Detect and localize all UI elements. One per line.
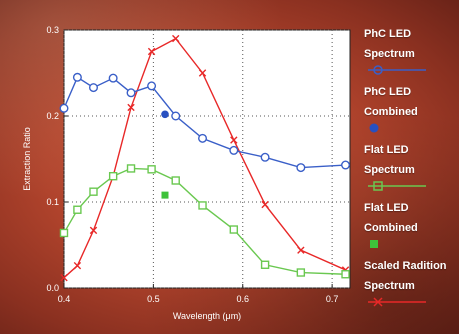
- series-layer: [59, 34, 351, 282]
- filled-circle-swatch: [369, 123, 379, 133]
- open-circle-line-swatch: [368, 65, 426, 75]
- x-axis-label: Wavelength (μm): [173, 311, 241, 321]
- legend-label: Spectrum: [364, 280, 415, 292]
- y-tick-label: 0.1: [46, 197, 59, 207]
- data-point: [89, 187, 98, 196]
- series-line: [63, 37, 346, 279]
- data-point: [230, 136, 238, 144]
- y-axis-label: Extraction Ratio: [22, 127, 32, 191]
- data-point: [147, 165, 156, 174]
- data-point: [60, 273, 68, 282]
- data-point: [161, 191, 169, 199]
- x-tick-label: 0.5: [147, 294, 160, 304]
- data-point: [126, 88, 136, 98]
- legend-label: Flat LED: [364, 144, 409, 156]
- plot-area: [63, 29, 351, 289]
- series-2: [59, 164, 350, 279]
- y-tick-label: 0.2: [46, 111, 59, 121]
- x-tick-label: 0.6: [236, 294, 249, 304]
- data-point: [127, 103, 135, 112]
- y-tick-label: 0.0: [46, 283, 59, 293]
- legend-label: Combined: [364, 106, 418, 118]
- data-point: [171, 176, 180, 185]
- filled-square-swatch: [370, 240, 378, 248]
- series-0: [59, 72, 351, 173]
- x-line-swatch: [368, 297, 426, 307]
- data-point: [89, 226, 98, 235]
- data-point: [72, 72, 82, 82]
- axes: 0.4 0.5 0.6 0.7 0.0 0.1 0.2 0.3: [46, 25, 338, 304]
- open-square-line-swatch: [368, 181, 426, 191]
- data-point: [126, 164, 136, 173]
- data-point: [260, 152, 270, 162]
- data-point: [172, 34, 180, 43]
- y-tick-label: 0.3: [46, 25, 59, 35]
- data-point: [73, 205, 82, 214]
- legend: PhC LED Spectrum PhC LED Combined Flat L…: [364, 24, 459, 314]
- data-point: [171, 111, 181, 121]
- legend-label: Scaled Radition: [364, 260, 447, 272]
- data-point: [147, 47, 156, 56]
- data-point: [341, 160, 351, 170]
- series-3: [161, 191, 169, 199]
- data-point: [88, 83, 98, 93]
- data-point: [229, 225, 239, 234]
- legend-item-scaled-radiation: Scaled Radition Spectrum: [364, 256, 459, 314]
- x-tick-label: 0.4: [58, 294, 71, 304]
- series-1: [161, 110, 169, 119]
- data-point: [297, 246, 305, 254]
- data-point: [198, 133, 208, 143]
- legend-item-phc-spectrum: PhC LED Spectrum: [364, 24, 459, 82]
- data-point: [198, 201, 207, 210]
- legend-label: Spectrum: [364, 48, 415, 60]
- data-point: [161, 110, 169, 119]
- data-point: [147, 81, 157, 91]
- x-tick-label: 0.7: [326, 294, 339, 304]
- legend-item-flat-spectrum: Flat LED Spectrum: [364, 140, 459, 198]
- legend-label: Spectrum: [364, 164, 415, 176]
- data-point: [260, 260, 270, 269]
- data-point: [73, 261, 82, 270]
- data-point: [296, 163, 306, 173]
- data-point: [261, 200, 269, 209]
- legend-label: PhC LED: [364, 28, 412, 40]
- legend-label: Combined: [364, 222, 418, 234]
- data-point: [108, 171, 118, 181]
- data-point: [341, 270, 350, 279]
- data-point: [198, 69, 207, 77]
- data-point: [229, 145, 239, 155]
- data-point: [59, 103, 69, 113]
- legend-label: PhC LED: [364, 86, 412, 98]
- legend-item-flat-combined: Flat LED Combined: [364, 198, 459, 256]
- data-point: [296, 268, 306, 277]
- legend-label: Flat LED: [364, 202, 409, 214]
- data-point: [108, 73, 118, 83]
- data-point: [59, 228, 69, 238]
- legend-item-phc-combined: PhC LED Combined: [364, 82, 459, 140]
